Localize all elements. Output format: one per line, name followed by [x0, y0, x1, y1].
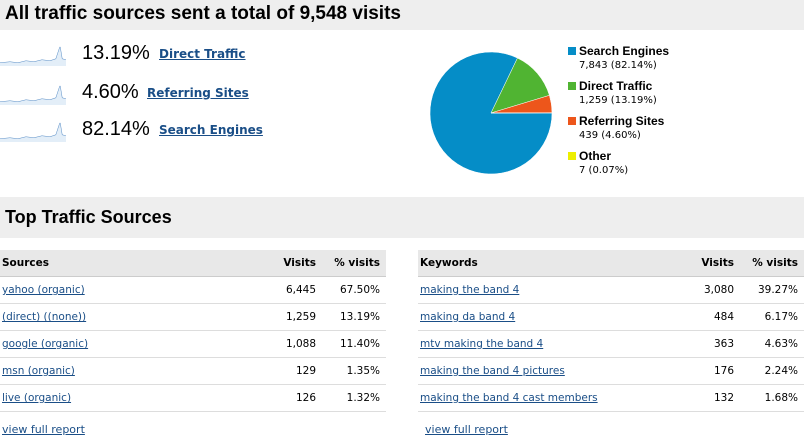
sparkline-area	[0, 47, 66, 66]
column-header: Sources	[2, 257, 50, 269]
sparkline	[0, 46, 66, 66]
legend-name: Search Engines	[579, 44, 670, 58]
summary-link[interactable]: Direct Traffic	[159, 47, 246, 61]
table-row: making the band 4 3,080 39.27%	[418, 277, 804, 304]
table-cell: 132	[713, 392, 734, 404]
legend-swatch	[568, 82, 576, 90]
table-row: making the band 4 cast members 132 1.68%	[418, 385, 804, 412]
table-cell: 1.35%	[346, 365, 380, 377]
sparkline	[0, 85, 66, 105]
summary-row: 13.19% Direct Traffic	[0, 42, 380, 68]
view-full-report[interactable]: view full report	[425, 423, 508, 436]
table-row: msn (organic) 129 1.35%	[0, 358, 386, 385]
table-cell: 1,088	[285, 338, 316, 350]
table-cell: 3,080	[703, 284, 734, 296]
row-link[interactable]: making da band 4	[420, 311, 516, 323]
row-link[interactable]: making the band 4 pictures	[420, 365, 565, 377]
table-cell: 11.40%	[339, 338, 380, 350]
table-row: (direct) ((none)) 1,259 13.19%	[0, 304, 386, 331]
table-cell: 129	[295, 365, 316, 377]
view-full-report[interactable]: view full report	[2, 423, 85, 436]
table-row: yahoo (organic) 6,445 67.50%	[0, 277, 386, 304]
table-cell: 363	[713, 338, 734, 350]
legend-value: 7 (0.07%)	[579, 165, 629, 176]
row-link[interactable]: google (organic)	[2, 338, 89, 350]
table-cell: 39.27%	[757, 284, 798, 296]
sources-table: Sources Visits % visits yahoo (organic) 6,44…	[0, 250, 386, 412]
column-header: % visits	[334, 257, 380, 269]
row-link[interactable]: msn (organic)	[2, 365, 75, 377]
column-header: Visits	[701, 257, 734, 269]
table-cell: 2.24%	[764, 365, 798, 377]
legend-value: 1,259 (13.19%)	[579, 95, 657, 106]
table-cell: 67.50%	[339, 284, 380, 296]
table-cell: 13.19%	[339, 311, 380, 323]
sparkline	[0, 122, 66, 142]
summary-percent: 4.60%	[82, 81, 139, 103]
table-row: making the band 4 pictures 176 2.24%	[418, 358, 804, 385]
row-link[interactable]: yahoo (organic)	[2, 284, 85, 296]
table-cell: 4.63%	[764, 338, 798, 350]
column-header: Keywords	[420, 257, 478, 269]
table-cell: 1,259	[285, 311, 316, 323]
table-row: making da band 4 484 6.17%	[418, 304, 804, 331]
table-header: Sources Visits % visits	[0, 250, 386, 277]
sparkline-area	[0, 123, 66, 142]
row-link[interactable]: (direct) ((none))	[2, 311, 87, 323]
table-cell: 1.32%	[346, 392, 380, 404]
sparkline-area	[0, 86, 66, 105]
table-cell: 176	[713, 365, 734, 377]
row-link[interactable]: making the band 4 cast members	[420, 392, 598, 404]
legend-swatch	[568, 117, 576, 125]
legend-name: Referring Sites	[579, 114, 665, 128]
legend-name: Direct Traffic	[579, 79, 653, 93]
row-link[interactable]: making the band 4	[420, 284, 520, 296]
section-title: Top Traffic Sources	[0, 197, 804, 238]
legend-swatch	[568, 47, 576, 55]
legend-value: 7,843 (82.14%)	[579, 60, 657, 71]
keywords-table: Keywords Visits % visits making the band 4 3…	[418, 250, 804, 412]
summary-percent: 13.19%	[82, 42, 150, 64]
table-cell: 126	[295, 392, 316, 404]
summary-row: 82.14% Search Engines	[0, 118, 380, 144]
column-header: Visits	[283, 257, 316, 269]
table-row: mtv making the band 4 363 4.63%	[418, 331, 804, 358]
summary-link[interactable]: Search Engines	[159, 123, 263, 137]
table-cell: 6.17%	[764, 311, 798, 323]
table-cell: 484	[713, 311, 734, 323]
table-row: live (organic) 126 1.32%	[0, 385, 386, 412]
table-row: google (organic) 1,088 11.40%	[0, 331, 386, 358]
header-title: All traffic sources sent a total of 9,54…	[0, 0, 804, 30]
legend-value: 439 (4.60%)	[579, 130, 641, 141]
legend-name: Other	[579, 149, 612, 163]
summary-link[interactable]: Referring Sites	[147, 86, 249, 100]
table-header: Keywords Visits % visits	[418, 250, 804, 277]
table-cell: 6,445	[285, 284, 316, 296]
table-cell: 1.68%	[764, 392, 798, 404]
summary-percent: 82.14%	[82, 118, 150, 140]
row-link[interactable]: live (organic)	[2, 392, 72, 404]
summary-row: 4.60% Referring Sites	[0, 81, 380, 107]
column-header: % visits	[752, 257, 798, 269]
row-link[interactable]: mtv making the band 4	[420, 338, 544, 350]
pie-chart	[429, 51, 553, 175]
legend-swatch	[568, 152, 576, 160]
